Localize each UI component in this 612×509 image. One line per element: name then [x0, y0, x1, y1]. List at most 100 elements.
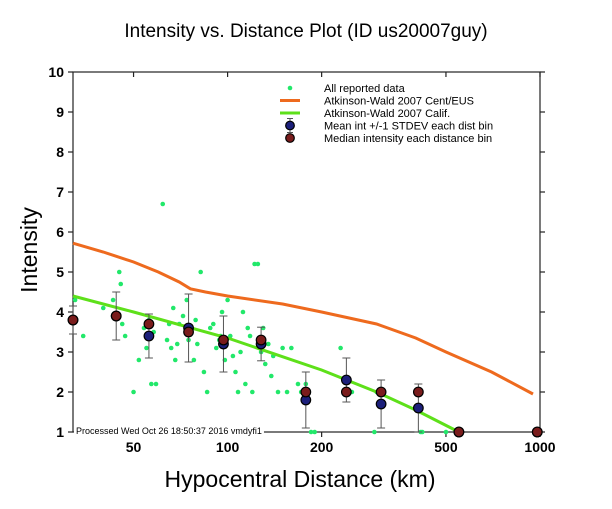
legend-dot-icon	[287, 85, 293, 91]
processed-annotation: Processed Wed Oct 26 18:50:37 2016 vmdyf…	[76, 426, 262, 436]
legend-median-icon	[285, 133, 295, 143]
median-point	[67, 314, 79, 326]
reported-data-point	[338, 345, 343, 351]
reported-data-point	[195, 341, 200, 347]
y-tick-label: 8	[56, 144, 64, 160]
reported-data-point	[238, 349, 243, 355]
y-tick-label: 10	[48, 64, 64, 80]
reported-data-point	[295, 381, 301, 387]
reported-data-point	[252, 261, 257, 267]
annotation-background	[74, 425, 264, 437]
legend-mean-icon	[285, 120, 295, 131]
legend-label: Mean int +/-1 STDEV each dist bin	[324, 121, 493, 133]
x-tick-label: 1000	[524, 439, 555, 455]
reported-data-point	[213, 345, 219, 351]
reported-data-point	[266, 341, 271, 347]
legend-label: All reported data	[324, 83, 406, 95]
reported-data-point	[204, 389, 210, 395]
reported-data-point	[268, 373, 274, 379]
y-tick-label: 7	[56, 184, 64, 200]
reported-data-point	[289, 345, 294, 351]
x-tick-label: 200	[310, 439, 334, 455]
reported-data-point	[72, 297, 78, 303]
reported-data-point	[262, 361, 268, 367]
reported-data-point	[225, 297, 230, 303]
reported-data-point	[168, 345, 174, 351]
reported-data-point	[191, 357, 197, 363]
median-point	[453, 426, 465, 438]
median-point	[340, 386, 352, 398]
reported-data-point	[308, 429, 314, 435]
reported-data-point	[119, 321, 125, 327]
x-axis-label: Hypocentral Distance (km)	[165, 466, 436, 492]
median-point	[255, 334, 267, 346]
reported-data-point	[245, 325, 251, 331]
reported-data-point	[160, 201, 166, 207]
y-tick-label: 9	[56, 104, 64, 120]
binned-stats-series	[67, 291, 543, 438]
y-axis-label: Intensity	[16, 207, 42, 293]
reported-data-point	[198, 269, 203, 275]
median-point	[183, 326, 194, 338]
reported-data-point	[180, 313, 186, 319]
reported-data-point	[240, 309, 246, 315]
reported-data-point	[122, 333, 128, 339]
mean-point	[143, 330, 155, 342]
y-tick-label: 5	[56, 264, 64, 280]
reported-data-point	[219, 309, 225, 315]
reported-data-point	[230, 353, 236, 359]
y-tick-label: 3	[56, 344, 64, 360]
mean-point	[412, 402, 424, 414]
legend-label: Median intensity each distance bin	[324, 133, 492, 145]
reported-data-point	[201, 369, 207, 375]
reported-data-point	[235, 389, 241, 395]
reported-data-point	[164, 337, 170, 343]
plot-frame	[72, 71, 541, 433]
y-tick-label: 6	[56, 224, 64, 240]
reported-data-point	[131, 389, 136, 395]
plot-axes: 1 2 3 4 5 6 7 8 9 10 50 100 200 500 1000	[48, 64, 555, 455]
reported-data-point	[184, 297, 190, 303]
reported-data-point	[372, 429, 377, 435]
reported-data-point	[284, 389, 290, 395]
reported-data-point	[144, 345, 149, 351]
cent-eus-curve	[72, 241, 534, 396]
x-tick-label: 100	[216, 439, 240, 455]
reported-data-point	[100, 305, 106, 311]
reported-data-point	[275, 389, 281, 395]
reported-data-point	[136, 357, 142, 363]
reported-data-point	[174, 341, 180, 347]
median-point	[110, 310, 122, 322]
median-point	[143, 318, 155, 330]
mean-point	[375, 398, 387, 410]
legend-label: Atkinson-Wald 2007 Calif.	[324, 108, 450, 120]
reported-data-point	[233, 369, 238, 375]
y-tick-label: 1	[56, 424, 64, 440]
legend-label: Atkinson-Wald 2007 Cent/EUS	[324, 96, 474, 108]
reported-data-point	[172, 357, 178, 363]
y-tick-label: 4	[56, 304, 64, 320]
reported-data-point	[110, 297, 116, 303]
reported-data-point	[250, 389, 255, 395]
median-point	[412, 386, 424, 398]
x-tick-label: 500	[434, 439, 458, 455]
median-point	[218, 334, 229, 346]
reported-data-point	[443, 429, 449, 435]
reported-data-point	[207, 325, 213, 331]
reported-data-point	[153, 381, 159, 387]
reported-data-point	[193, 317, 198, 323]
reported-data-point	[80, 333, 86, 339]
reported-data-point	[118, 281, 124, 287]
reported-data-point	[247, 333, 253, 339]
median-point	[375, 386, 387, 398]
reported-data-point	[312, 429, 317, 435]
mean-point	[340, 374, 352, 386]
reported-data-point	[280, 345, 285, 351]
reported-data-point	[243, 381, 248, 387]
reported-data-point	[170, 305, 176, 311]
median-point	[300, 386, 312, 398]
reported-data-point	[149, 381, 154, 387]
reported-data-point	[210, 321, 216, 327]
